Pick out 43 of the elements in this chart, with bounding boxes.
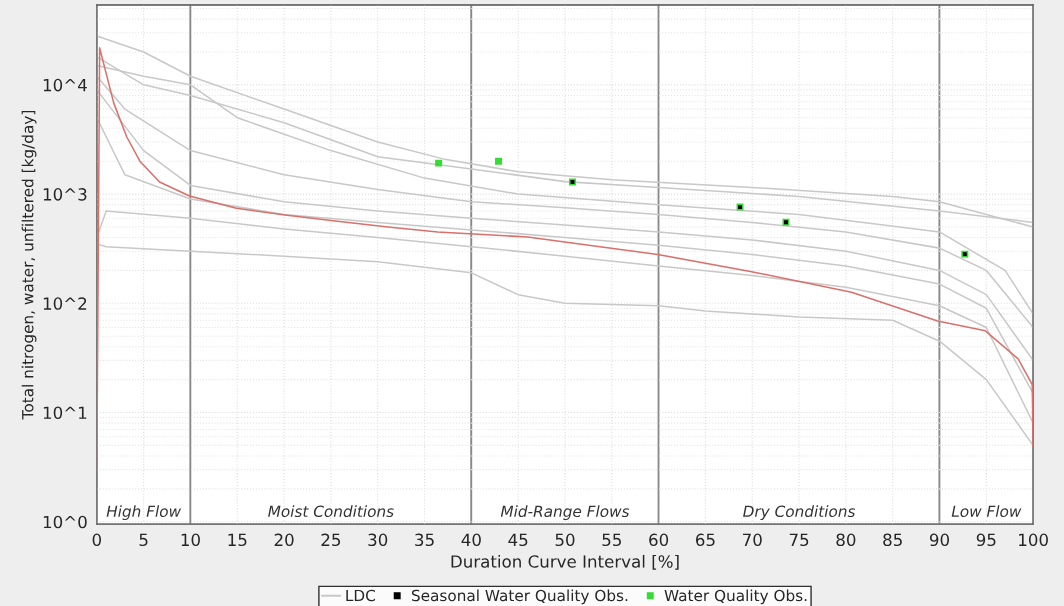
x-tick-label: 0 — [92, 533, 102, 547]
band-label: Dry Conditions — [743, 505, 856, 521]
x-tick-label: 80 — [836, 533, 856, 547]
x-tick-label: 30 — [368, 533, 388, 547]
legend-label: LDC — [346, 589, 375, 602]
y-tick-label: 10^2 — [43, 297, 87, 310]
x-tick-label: 55 — [602, 533, 621, 547]
y-tick-label: 10^0 — [43, 515, 87, 529]
y-tick-label: 10^4 — [43, 78, 87, 92]
line-series — [96, 47, 1034, 471]
x-tick-label: 45 — [508, 533, 528, 547]
x-tick-label: 10 — [181, 533, 200, 547]
x-tick-label: 35 — [415, 533, 434, 547]
x-axis-title: Duration Curve Interval [%] — [451, 554, 679, 570]
x-tick-label: 70 — [743, 533, 762, 547]
y-axis-title: Total nitrogen, water, unfiltered [kg/day] — [21, 110, 37, 420]
x-tick-label: 20 — [274, 533, 294, 547]
point — [435, 159, 443, 167]
x-tick-label: 25 — [321, 533, 341, 547]
x-tick-label: 5 — [139, 533, 148, 547]
legend-label: Seasonal Water Quality Obs. — [411, 589, 628, 605]
x-tick-label: 75 — [789, 533, 809, 547]
x-tick-label: 50 — [555, 533, 575, 547]
point — [495, 157, 502, 165]
band-label: Mid-Range Flows — [500, 505, 630, 521]
y-tick-label: 10^3 — [43, 188, 87, 201]
legend-label: Water Quality Obs. — [664, 589, 807, 605]
band-label: High Flow — [106, 505, 182, 521]
x-tick-label: 60 — [649, 533, 669, 547]
x-tick-label: 90 — [929, 533, 950, 547]
x-tick-label: 40 — [461, 533, 481, 547]
y-tick-label: 10^1 — [43, 406, 87, 420]
line-series — [96, 210, 1034, 424]
line-series — [96, 243, 1034, 447]
x-tick-label: 100 — [1019, 533, 1048, 547]
x-tick-label: 95 — [976, 533, 996, 547]
x-tick-label: 15 — [228, 533, 247, 547]
line-series — [96, 116, 1034, 395]
band-label: Moist Conditions — [268, 505, 394, 518]
line-series — [96, 89, 1034, 362]
x-tick-label: 85 — [883, 533, 902, 547]
band-label: Low Flow — [951, 505, 1022, 518]
x-tick-label: 65 — [695, 533, 715, 547]
